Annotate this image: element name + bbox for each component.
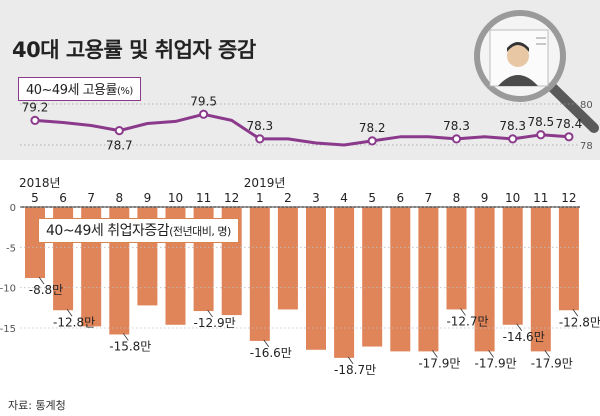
bar-label-leader — [263, 339, 270, 348]
employment-change-bar — [362, 207, 383, 347]
magnifier-handle — [548, 83, 599, 133]
employment-change-bar — [502, 207, 523, 325]
month-tick-label: 8 — [115, 191, 123, 205]
line-series-label: 40~49세 고용률(%) — [18, 77, 141, 101]
employment-change-bar — [474, 207, 495, 352]
rate-data-label: 78.2 — [359, 121, 386, 135]
portrait-icon — [489, 29, 549, 87]
rate-point — [199, 109, 209, 119]
employment-change-bar — [418, 207, 439, 352]
bar-ytick-label: -5 — [6, 243, 16, 254]
bar-label-leader — [432, 350, 438, 358]
bar-label-leader — [122, 333, 129, 341]
rate-data-label: 79.5 — [190, 94, 217, 108]
bar-label-leader — [207, 309, 213, 318]
month-tick-label: 12 — [561, 191, 576, 205]
chart-title: 40대 고용률 및 취업자 증감 — [12, 38, 256, 62]
portrait-face — [507, 45, 529, 67]
rate-point — [255, 134, 265, 144]
rate-data-label: 78.3 — [443, 119, 470, 133]
month-tick-label: 9 — [481, 191, 489, 205]
bar-series-label: 40~49세 취업자증감(전년대비, 명) — [38, 218, 239, 243]
rate-data-label: 78.5 — [527, 115, 554, 129]
bar-label-leader — [347, 356, 354, 365]
bar-label-leader — [544, 350, 551, 358]
month-tick-label: 12 — [224, 191, 239, 205]
month-tick-label: 10 — [505, 191, 520, 205]
bar-series-label-text: 40~49세 취업자증감 — [46, 223, 170, 239]
employment-change-bar — [277, 207, 298, 310]
bar-data-label: -17.9만 — [418, 356, 460, 370]
line-series-label-text: 40~49세 고용률 — [26, 83, 117, 98]
line-ytick-label: 80 — [580, 100, 593, 111]
magnifier-icon — [474, 10, 599, 133]
month-tick-label: 6 — [59, 191, 67, 205]
rate-data-label: 78.3 — [499, 119, 526, 133]
bar-data-label: -14.6만 — [503, 330, 545, 344]
month-tick-label: 7 — [425, 191, 433, 205]
bar-data-label: -8.8만 — [29, 283, 63, 297]
bar-data-label: -12.8만 — [53, 315, 95, 329]
portrait-hair — [507, 42, 529, 52]
employment-change-bar — [390, 207, 411, 352]
rate-series-line — [34, 112, 570, 147]
bar-ytick-label: 0 — [10, 203, 16, 214]
bar-data-label: -16.6만 — [250, 346, 292, 360]
bar-data-label: -18.7만 — [334, 363, 376, 377]
rate-point — [508, 134, 518, 144]
bar-data-label: -15.8만 — [109, 339, 151, 353]
month-tick-label: 10 — [168, 191, 183, 205]
rate-data-label: 78.7 — [106, 139, 133, 153]
rate-data-label: 78.3 — [246, 119, 273, 133]
rate-point — [451, 134, 462, 144]
bar-label-leader — [488, 350, 494, 358]
month-tick-label: 3 — [312, 191, 320, 205]
employment-change-bar — [530, 207, 551, 352]
bar-data-label: -12.9만 — [194, 316, 236, 330]
bar-label-leader — [66, 309, 73, 317]
bar-label-leader — [460, 308, 466, 316]
bar-ytick-label: -10 — [0, 284, 16, 295]
bar-label-leader — [516, 323, 523, 332]
line-ytick-label: 78 — [580, 141, 593, 152]
month-tick-label: 5 — [31, 191, 39, 205]
employment-change-bar — [306, 207, 326, 350]
source-note: 자료: 통계청 — [8, 399, 66, 412]
employment-change-bar — [446, 207, 467, 310]
rate-point — [367, 136, 377, 146]
bar-series-unit: (전년대비, 명) — [169, 225, 231, 238]
rate-point — [536, 130, 546, 140]
employment-change-bar — [334, 207, 355, 358]
month-tick-label: 6 — [396, 191, 404, 205]
employment-change-bar — [558, 207, 579, 311]
month-tick-label: 9 — [144, 191, 152, 205]
month-tick-label: 2 — [284, 191, 292, 205]
bar-ytick-label: -15 — [0, 324, 16, 335]
year-label: 2018년 — [19, 176, 61, 190]
rate-data-label: 78.4 — [556, 117, 583, 131]
rate-data-label: 79.2 — [22, 100, 49, 114]
month-tick-label: 7 — [87, 191, 95, 205]
bar-data-label: -12.7만 — [446, 314, 488, 328]
bar-label-leader — [38, 276, 45, 285]
rate-point — [564, 132, 574, 142]
employment-change-bar — [249, 207, 270, 341]
month-tick-label: 1 — [256, 191, 264, 205]
month-tick-label: 5 — [368, 191, 376, 205]
month-tick-label: 8 — [453, 191, 461, 205]
month-tick-label: 11 — [196, 191, 211, 205]
bar-data-label: -17.9만 — [531, 356, 573, 370]
line-series-unit: (%) — [116, 86, 133, 97]
bar-label-leader — [572, 309, 579, 317]
year-label: 2019년 — [244, 176, 286, 190]
month-tick-label: 11 — [533, 191, 548, 205]
month-tick-label: 4 — [340, 191, 348, 205]
rate-point — [114, 126, 124, 136]
rate-point — [30, 115, 40, 126]
bar-data-label: -12.8만 — [559, 315, 600, 329]
portrait-suit — [498, 75, 538, 86]
bar-data-label: -17.9만 — [475, 356, 517, 370]
